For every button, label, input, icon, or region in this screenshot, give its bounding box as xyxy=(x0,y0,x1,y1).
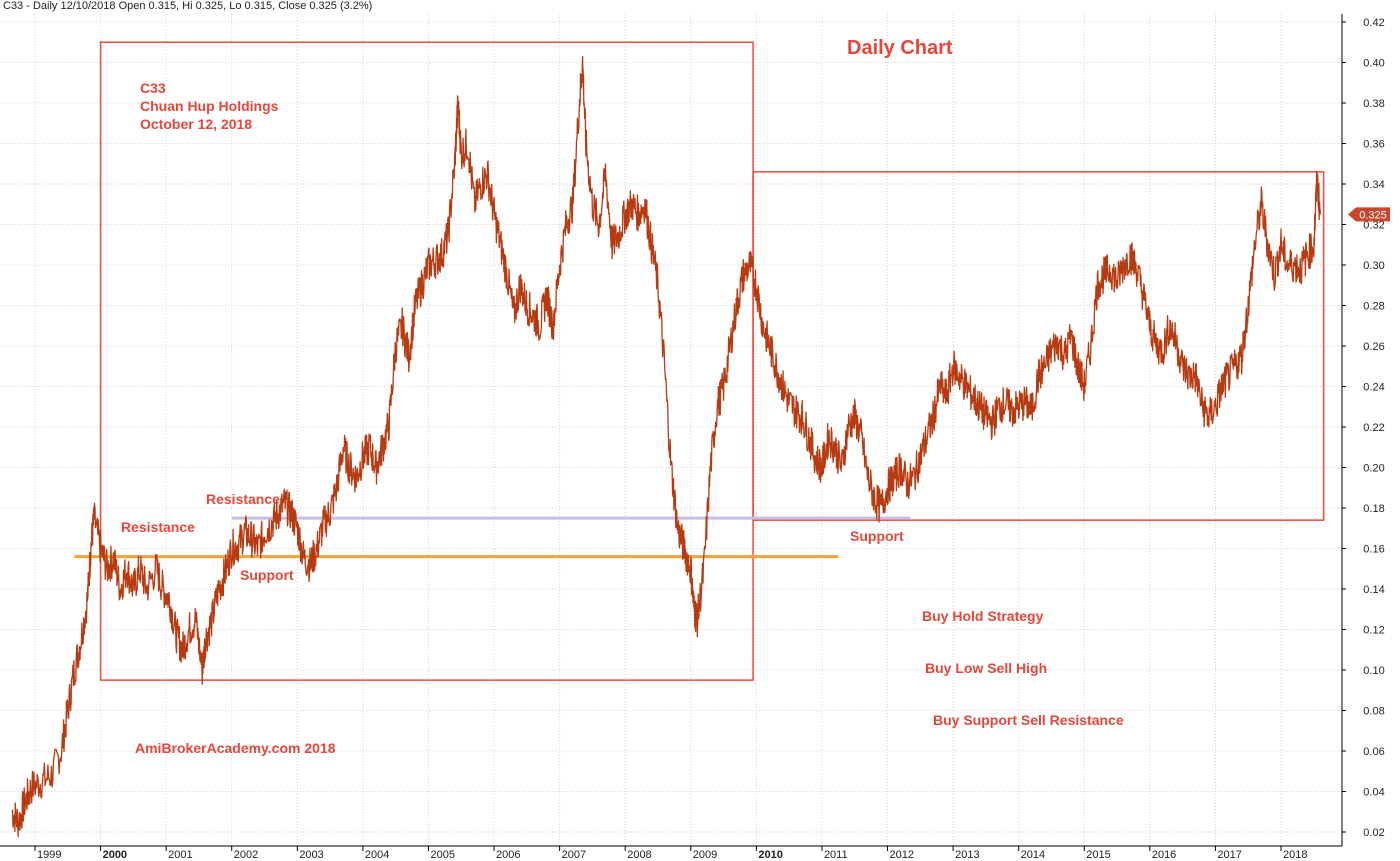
last-price-tag-layer: 0.325 xyxy=(1348,207,1390,222)
support-label-1: Support xyxy=(240,567,294,583)
y-tick-label: 0.12 xyxy=(1363,625,1384,637)
y-tick-label: 0.20 xyxy=(1363,463,1384,475)
y-tick-label: 0.42 xyxy=(1363,17,1384,29)
y-tick-label: 0.34 xyxy=(1363,179,1384,191)
x-tick-label: 2012 xyxy=(890,849,914,861)
y-tick-label: 0.10 xyxy=(1363,665,1384,677)
watermark-label: AmiBrokerAcademy.com 2018 xyxy=(135,740,336,756)
x-tick-label: 2005 xyxy=(430,849,454,861)
y-tick-label: 0.08 xyxy=(1363,706,1384,718)
x-tick-label: 2007 xyxy=(562,849,586,861)
strategy-label-2: Buy Low Sell High xyxy=(925,660,1048,676)
x-tick-label: 2018 xyxy=(1283,849,1307,861)
axis-layer: 0.02 0.04 0.06 0.08 0.10 0.12 0.14 0.16 0.18 0.20… xyxy=(0,14,1385,861)
x-tick-label: 2003 xyxy=(299,849,323,861)
range-box-1 xyxy=(99,41,754,681)
x-tick-label: 2008 xyxy=(627,849,651,861)
x-tick-label: 1999 xyxy=(37,849,61,861)
price-line xyxy=(11,55,1321,838)
y-tick-label: 0.24 xyxy=(1363,382,1384,394)
date-label: October 12, 2018 xyxy=(140,116,253,132)
ticker-label: C33 xyxy=(140,80,166,96)
y-tick-label: 0.06 xyxy=(1363,746,1384,758)
x-tick-label: 2004 xyxy=(365,849,389,861)
y-tick-label: 0.28 xyxy=(1363,301,1384,313)
y-tick-label: 0.30 xyxy=(1363,260,1384,272)
x-tick-label: 2009 xyxy=(693,849,717,861)
support-label-2: Support xyxy=(850,528,904,544)
resistance-label-2: Resistance xyxy=(206,491,280,507)
last-price-tag xyxy=(1348,207,1390,222)
y-tick-label: 0.38 xyxy=(1363,98,1384,110)
x-tick-label: 2013 xyxy=(955,849,979,861)
x-tick-label: 2015 xyxy=(1086,849,1110,861)
x-tick-label: 2017 xyxy=(1217,849,1241,861)
resistance-label-1: Resistance xyxy=(121,519,195,535)
y-tick-label: 0.02 xyxy=(1363,827,1384,839)
x-tick-label: 2016 xyxy=(1152,849,1176,861)
grid-layer xyxy=(0,14,1342,846)
level-lines-layer xyxy=(74,516,911,559)
x-tick-label: 2006 xyxy=(496,849,520,861)
price-series-layer xyxy=(11,55,1321,838)
y-tick-label: 0.40 xyxy=(1363,58,1384,70)
y-tick-label: 0.22 xyxy=(1363,422,1384,434)
x-tick-label: 2000 xyxy=(103,849,127,861)
last-price-label: 0.325 xyxy=(1359,209,1387,221)
y-tick-label: 0.04 xyxy=(1363,787,1384,799)
chart-title: Daily Chart xyxy=(847,37,953,59)
company-label: Chuan Hup Holdings xyxy=(140,98,279,114)
box-layer xyxy=(99,41,1325,681)
x-tick-label: 2011 xyxy=(824,849,848,861)
y-tick-label: 0.14 xyxy=(1363,584,1384,596)
y-tick-label: 0.26 xyxy=(1363,341,1384,353)
strategy-label-1: Buy Hold Strategy xyxy=(922,608,1044,624)
strategy-label-3: Buy Support Sell Resistance xyxy=(933,712,1124,728)
range-box-2 xyxy=(752,171,1325,521)
x-tick-label: 2002 xyxy=(234,849,258,861)
y-tick-label: 0.36 xyxy=(1363,139,1384,151)
y-tick-label: 0.16 xyxy=(1363,544,1384,556)
y-tick-label: 0.32 xyxy=(1363,220,1384,232)
x-tick-label: 2010 xyxy=(758,849,782,861)
y-tick-label: 0.18 xyxy=(1363,503,1384,515)
x-tick-label: 2001 xyxy=(168,849,192,861)
x-tick-label: 2014 xyxy=(1021,849,1045,861)
chart-header: C33 - Daily 12/10/2018 Open 0.315, Hi 0.… xyxy=(3,0,373,12)
